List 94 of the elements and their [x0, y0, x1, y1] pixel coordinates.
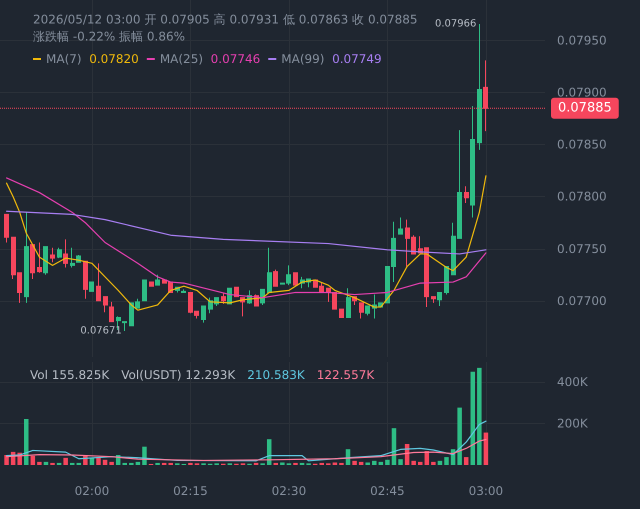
y-tick-label: 0.07850	[557, 138, 607, 152]
bar	[136, 462, 140, 465]
annotation: 0.07749	[332, 52, 382, 66]
bar	[44, 462, 48, 465]
candlestick	[96, 262, 101, 302]
candlestick	[103, 296, 108, 313]
y-tick-label: 0.07800	[557, 190, 607, 204]
bar	[411, 460, 416, 465]
candlestick	[4, 214, 9, 244]
candlestick	[470, 106, 475, 218]
candlestick	[109, 301, 114, 322]
y-tick-label: 0.07950	[557, 34, 607, 48]
bar	[30, 456, 36, 465]
candlestick	[273, 269, 278, 287]
x-tick-label: 02:45	[370, 484, 405, 498]
candlestick	[293, 272, 298, 286]
annotation: 0.07966	[434, 18, 476, 30]
y-tick-label: 400K	[557, 374, 589, 389]
bar	[37, 462, 42, 465]
bar	[352, 460, 357, 465]
legend-label: MA(7)	[46, 52, 90, 66]
bar	[63, 458, 68, 465]
candlestick	[464, 186, 469, 204]
bar	[418, 462, 422, 465]
bar	[102, 460, 108, 465]
candlestick	[332, 292, 337, 310]
bar	[392, 428, 396, 465]
bar	[385, 460, 390, 465]
x-tick-label: 02:00	[74, 484, 110, 498]
bar	[398, 459, 403, 465]
candlestick	[37, 242, 42, 274]
y-tick-label: 0.07900	[557, 86, 607, 100]
line-series	[6, 438, 487, 462]
bar	[484, 432, 488, 465]
annotation: 0.07746	[210, 52, 260, 66]
bar	[444, 457, 449, 465]
candlestick	[326, 288, 331, 302]
line-series	[6, 210, 487, 255]
candlestick	[437, 292, 442, 306]
bar	[470, 372, 476, 465]
legend-label: MA(25)	[160, 52, 211, 66]
x-tick-label: 02:15	[173, 484, 208, 498]
candlestick	[431, 296, 436, 304]
candlestick	[24, 212, 29, 304]
candlestick	[50, 247, 55, 263]
candlestick	[70, 247, 75, 268]
candlestick	[267, 247, 272, 293]
bar	[90, 458, 94, 465]
line-series	[6, 420, 487, 462]
bar	[477, 368, 482, 465]
candlestick	[57, 247, 62, 259]
bar	[438, 460, 442, 465]
annotation: 122.557K	[316, 368, 376, 382]
candlestick	[221, 292, 226, 304]
annotation: 0.07671	[80, 325, 122, 336]
candlestick	[339, 308, 344, 318]
candlestick	[346, 288, 351, 318]
y-tick-label: 200K	[557, 416, 589, 430]
bar	[372, 460, 377, 465]
bar	[464, 457, 468, 465]
bar	[358, 462, 364, 465]
candlestick	[477, 23, 482, 150]
candlestick	[30, 244, 35, 280]
bar	[431, 462, 436, 465]
y-tick-label: 0.07750	[557, 242, 607, 256]
annotation: Vol(USDT) 12.293K	[121, 368, 236, 382]
bar	[109, 462, 114, 465]
bar	[24, 419, 29, 465]
candlestick	[122, 321, 127, 332]
legend-label: MA(99)	[281, 52, 332, 66]
candlestick	[89, 282, 94, 292]
annotation: Vol 155.825K	[30, 368, 110, 382]
candlestick	[155, 274, 160, 286]
candlestick	[365, 306, 370, 316]
annotation: 0.07820	[89, 52, 139, 66]
candlestick	[149, 282, 154, 287]
x-tick-label: 03:00	[468, 484, 504, 498]
ref-line-label: 0.07885	[558, 100, 612, 116]
x-tick-label: 02:30	[272, 484, 306, 498]
candlestick	[398, 217, 403, 235]
candlestick	[201, 306, 206, 324]
bar	[378, 462, 384, 465]
bar	[457, 408, 462, 465]
candlestick	[142, 279, 147, 302]
bar	[404, 444, 410, 465]
candlestick	[83, 260, 88, 300]
bar	[96, 458, 101, 465]
text: 2026/05/12 03:00 开 0.07905 高 0.07931 低 0.07863 收 0.07885 涨跌幅 -0.22% 振幅 0.86%	[33, 12, 422, 44]
candlestick	[43, 246, 48, 276]
y-tick-label: 0.07700	[557, 294, 607, 308]
candlestick	[181, 288, 186, 293]
candlestick	[444, 266, 449, 296]
annotation: 210.583K	[247, 368, 306, 382]
candlestick	[359, 302, 364, 319]
